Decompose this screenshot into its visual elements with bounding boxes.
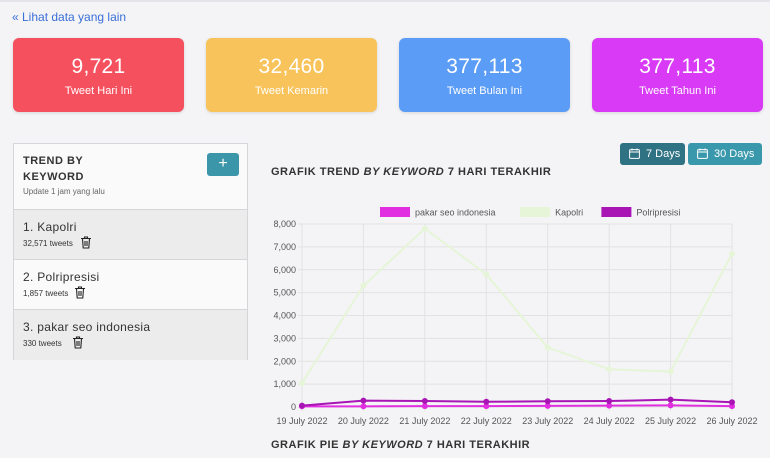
y-tick-label: 4,000	[273, 311, 296, 321]
stat-value: 377,113	[446, 55, 523, 78]
data-point	[360, 282, 367, 289]
keyword-count: 1,857 tweets	[23, 289, 69, 298]
data-point	[667, 402, 674, 409]
panel-title: TREND BY KEYWORD	[23, 155, 84, 183]
x-tick-label: 20 July 2022	[338, 416, 389, 426]
y-tick-label: 8,000	[273, 219, 296, 229]
chart-title: GRAFIK TREND BY KEYWORD 7 HARI TERAKHIR	[271, 166, 551, 178]
trash-icon[interactable]	[80, 236, 92, 249]
x-tick-label: 24 July 2022	[584, 416, 635, 426]
keyword-name: 3. pakar seo indonesia	[23, 320, 151, 334]
series-line	[302, 404, 733, 408]
keyword-name: 1. Kapolri	[23, 220, 77, 234]
series-line	[301, 227, 733, 384]
keyword-name: 2. Polripresisi	[23, 270, 100, 284]
series-line	[301, 398, 733, 407]
data-point	[544, 398, 551, 405]
data-point	[667, 396, 674, 403]
x-tick-label: 25 July 2022	[645, 416, 696, 426]
legend-swatch	[380, 207, 410, 217]
stat-card-year: 377,113 Tweet Tahun Ini	[592, 38, 763, 112]
x-tick-label: 21 July 2022	[399, 416, 450, 426]
data-point	[360, 403, 367, 410]
y-tick-label: 6,000	[273, 265, 296, 275]
y-tick-label: 0	[291, 402, 296, 412]
data-point	[544, 344, 551, 351]
keyword-item: 3. pakar seo indonesia 330 tweets	[14, 310, 247, 360]
range-30-days-label: 30 Days	[714, 148, 755, 160]
data-point	[544, 402, 551, 409]
legend-label: Kapolri	[555, 208, 583, 218]
data-point	[421, 225, 428, 232]
y-tick-label: 7,000	[273, 242, 296, 252]
trash-icon[interactable]	[74, 286, 86, 299]
data-point	[606, 398, 613, 405]
calendar-icon	[697, 148, 708, 159]
pie-title-italic: BY KEYWORD	[342, 439, 424, 451]
stat-label: Tweet Kemarin	[254, 85, 329, 97]
data-point	[299, 402, 305, 409]
pie-chart-title: GRAFIK PIE BY KEYWORD 7 HARI TERAKHIR	[271, 439, 530, 451]
stat-label: Tweet Hari Ini	[64, 85, 133, 97]
data-point	[421, 403, 428, 410]
panel-header: TREND BY KEYWORD Update 1 jam yang lalu …	[14, 144, 247, 210]
data-point	[421, 398, 428, 405]
data-point	[667, 368, 674, 375]
stat-value: 9,721	[71, 55, 126, 78]
range-7-days-button[interactable]: 7 Days	[620, 143, 685, 165]
pie-title-prefix: GRAFIK PIE	[271, 439, 343, 451]
stat-card-yesterday: 32,460 Tweet Kemarin	[206, 38, 377, 112]
trend-line-chart: 0 1,000 2,000 3,000 4,000 5,000 6,000 7,000 8,00…	[273, 207, 758, 426]
trend-by-keyword-panel: TREND BY KEYWORD Update 1 jam yang lalu …	[13, 143, 248, 360]
keyword-count: 330 tweets	[23, 339, 62, 348]
keyword-count: 32,571 tweets	[23, 239, 73, 248]
legend-label: pakar seo indonesia	[415, 208, 496, 218]
x-tick-label: 23 July 2022	[522, 416, 573, 426]
chart-title-prefix: GRAFIK TREND	[271, 166, 364, 178]
data-point	[606, 366, 613, 373]
range-7-days-label: 7 Days	[646, 148, 681, 160]
range-30-days-button[interactable]: 30 Days	[688, 143, 762, 165]
top-border	[0, 0, 770, 2]
data-point	[729, 250, 735, 257]
x-tick-label: 26 July 2022	[706, 416, 757, 426]
stat-card-today: 9,721 Tweet Hari Ini	[13, 38, 184, 112]
chart-title-suffix: 7 HARI TERAKHIR	[444, 166, 552, 178]
data-point	[483, 271, 490, 278]
x-tick-label: 22 July 2022	[461, 416, 512, 426]
y-tick-label: 1,000	[273, 379, 296, 389]
stat-card-month: 377,113 Tweet Bulan Ini	[399, 38, 570, 112]
calendar-icon	[629, 148, 640, 159]
legend-label: Polripresisi	[636, 208, 680, 218]
chart-title-italic: BY KEYWORD	[363, 166, 445, 178]
keyword-item: 1. Kapolri 32,571 tweets	[14, 210, 247, 260]
stat-label: Tweet Bulan Ini	[446, 85, 523, 97]
data-point	[483, 403, 490, 410]
y-tick-label: 5,000	[273, 288, 296, 298]
data-point	[483, 398, 490, 405]
stat-label: Tweet Tahun Ini	[639, 85, 716, 97]
x-tick-label: 19 July 2022	[276, 416, 327, 426]
keyword-item: 2. Polripresisi 1,857 tweets	[14, 260, 247, 310]
pie-title-suffix: 7 HARI TERAKHIR	[423, 439, 531, 451]
data-point	[606, 402, 613, 409]
back-link[interactable]: « Lihat data yang lain	[12, 10, 127, 24]
data-point	[360, 397, 367, 404]
data-point	[299, 379, 305, 386]
legend-swatch	[520, 207, 551, 217]
update-text: Update 1 jam yang lalu	[23, 187, 105, 196]
legend-swatch	[601, 207, 632, 217]
add-keyword-button[interactable]: +	[207, 153, 239, 176]
y-tick-label: 3,000	[273, 333, 296, 343]
y-tick-label: 2,000	[273, 356, 296, 366]
stat-value: 32,460	[258, 55, 325, 78]
trash-icon[interactable]	[72, 336, 84, 349]
data-point	[729, 399, 735, 406]
stat-value: 377,113	[639, 55, 716, 78]
